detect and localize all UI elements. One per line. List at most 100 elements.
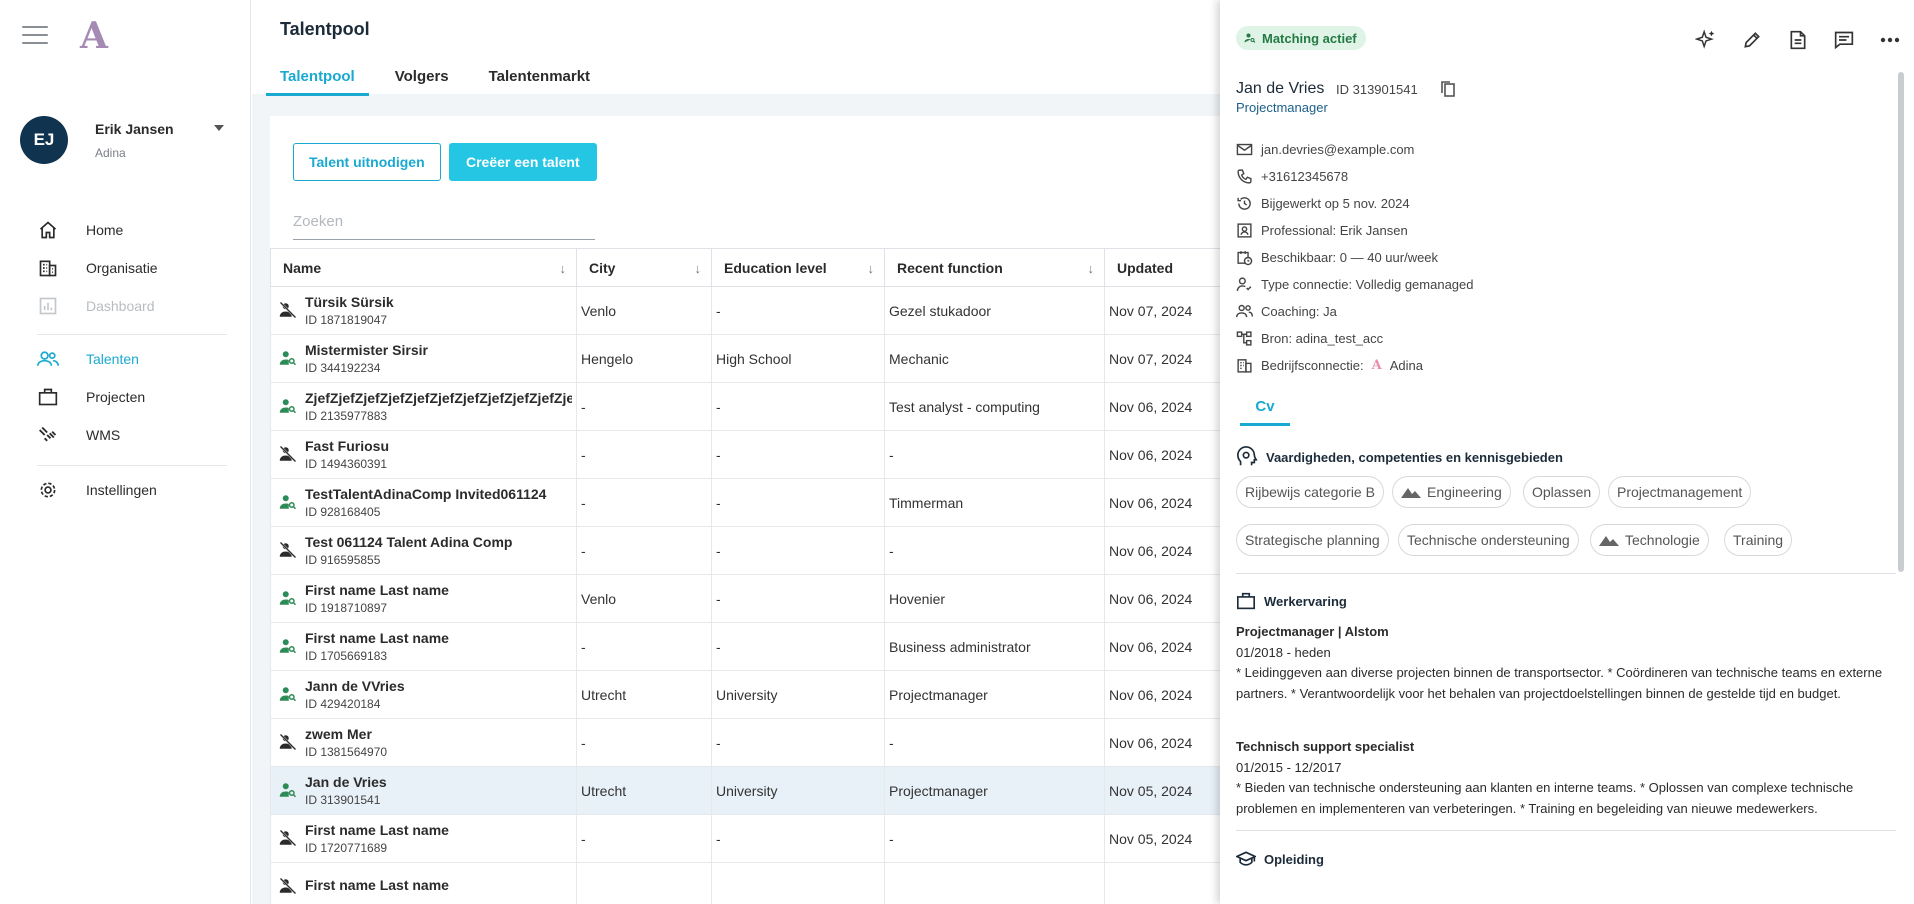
- table-row[interactable]: Jann de VVries ID 429420184 Utrecht Univers…: [270, 670, 1239, 719]
- experience-description: * Bieden van technische ondersteuning aa…: [1236, 780, 1854, 816]
- cell-name[interactable]: ZjefZjefZjefZjefZjefZjefZjefZjefZjefZjef…: [270, 382, 577, 431]
- cell-updated: Nov 06, 2024: [1104, 478, 1239, 527]
- column-header-name[interactable]: Name ↓: [270, 248, 577, 287]
- cell-city: -: [576, 526, 712, 575]
- comment-icon[interactable]: [1826, 22, 1862, 58]
- handshake-icon: [37, 424, 59, 446]
- talent-name: Jann de VVries: [305, 678, 405, 694]
- cell-city: -: [576, 382, 712, 431]
- cell-updated: Nov 06, 2024: [1104, 526, 1239, 575]
- person-off-icon: [279, 829, 297, 847]
- cell-name[interactable]: First name Last name: [270, 862, 577, 904]
- talent-id: ID 1494360391: [305, 457, 388, 471]
- cell-education: High School: [711, 334, 885, 383]
- graduation-cap-icon: [1236, 851, 1256, 866]
- cell-name[interactable]: Mistermister Sirsir ID 344192234: [270, 334, 577, 383]
- talent-name: Test 061124 Talent Adina Comp: [305, 534, 513, 550]
- table-row[interactable]: ZjefZjefZjefZjefZjefZjefZjefZjefZjefZjef…: [270, 382, 1239, 431]
- chart-icon: [37, 295, 59, 317]
- table-row[interactable]: Test 061124 Talent Adina Comp ID 91659585…: [270, 526, 1239, 575]
- info-company-connection: Bedrijfsconnectie: A Adina: [1236, 352, 1474, 379]
- cell-education: -: [711, 382, 885, 431]
- sidebar-item-label: Home: [86, 222, 124, 238]
- cell-recent-function: -: [884, 526, 1105, 575]
- column-header-city[interactable]: City ↓: [576, 248, 712, 287]
- panel-scrollbar[interactable]: [1898, 72, 1904, 572]
- app-logo[interactable]: A: [80, 15, 108, 57]
- cell-city: Utrecht: [576, 766, 712, 815]
- person-search-icon: [279, 349, 297, 367]
- table-row[interactable]: First name Last name ID 1720771689- - - Nov …: [270, 814, 1239, 863]
- column-header-updated[interactable]: Updated: [1104, 248, 1239, 287]
- table-row[interactable]: Türsik Sürsik ID 1871819047 Venlo - Gezel st…: [270, 286, 1239, 335]
- copy-icon[interactable]: [1440, 80, 1456, 101]
- sidebar-item-talenten[interactable]: Talenten: [0, 340, 251, 378]
- home-icon: [37, 219, 59, 241]
- cell-city: -: [576, 718, 712, 767]
- document-icon[interactable]: [1780, 22, 1816, 58]
- cell-recent-function: [884, 862, 1105, 904]
- table-row[interactable]: First name Last name ID 1705669183- - Busin…: [270, 622, 1239, 671]
- sidebar-item-wms[interactable]: WMS: [0, 416, 251, 454]
- cell-name[interactable]: TestTalentAdinaComp Invited061124 ID 9281…: [270, 478, 577, 527]
- sidebar-item-label: Instellingen: [86, 482, 157, 498]
- cell-name[interactable]: First name Last name ID 1918710897: [270, 574, 577, 623]
- edit-icon[interactable]: [1734, 22, 1770, 58]
- caret-down-icon: [214, 125, 224, 131]
- cell-name[interactable]: Test 061124 Talent Adina Comp ID 91659585…: [270, 526, 577, 575]
- cell-name[interactable]: Fast Furiosu ID 1494360391: [270, 430, 577, 479]
- column-header-recent-function[interactable]: Recent function ↓: [884, 248, 1105, 287]
- cell-education: -: [711, 478, 885, 527]
- page-title: Talentpool: [280, 19, 370, 39]
- sidebar-item-instellingen[interactable]: Instellingen: [0, 471, 251, 509]
- sidebar-item-projecten[interactable]: Projecten: [0, 378, 251, 416]
- sidebar-item-organisatie[interactable]: Organisatie: [0, 249, 251, 287]
- table-row[interactable]: First name Last name: [270, 862, 1239, 904]
- cell-name[interactable]: First name Last name ID 1705669183: [270, 622, 577, 671]
- info-email[interactable]: jan.devries@example.com: [1236, 136, 1474, 163]
- create-talent-button[interactable]: Creëer een talent: [449, 143, 597, 181]
- cell-name[interactable]: zwem Mer ID 1381564970: [270, 718, 577, 767]
- cell-name[interactable]: Jann de VVries ID 429420184: [270, 670, 577, 719]
- connection-icon: [1236, 277, 1252, 291]
- cell-name[interactable]: Jan de Vries ID 313901541: [270, 766, 577, 815]
- table-row[interactable]: Mistermister Sirsir ID 344192234 Hengelo Hi…: [270, 334, 1239, 383]
- sparkle-icon[interactable]: [1688, 22, 1724, 58]
- skill-chip: Oplassen: [1523, 476, 1601, 508]
- sidebar-item-label: Talenten: [86, 351, 139, 367]
- cell-name[interactable]: First name Last name ID 1720771689: [270, 814, 577, 863]
- cell-city: Venlo: [576, 574, 712, 623]
- sidebar-item-label: WMS: [86, 427, 121, 443]
- education-section-title: Opleiding: [1236, 850, 1324, 868]
- sidebar-item-home[interactable]: Home: [0, 211, 251, 249]
- table-row[interactable]: TestTalentAdinaComp Invited061124 ID 9281…: [270, 478, 1239, 527]
- user-menu[interactable]: EJ Erik Jansen Adina: [20, 116, 230, 170]
- more-options-icon[interactable]: [1872, 22, 1908, 58]
- briefcase-icon: [1237, 592, 1255, 610]
- person-search-icon: [279, 493, 297, 511]
- info-phone[interactable]: +31612345678: [1236, 163, 1474, 190]
- search-input[interactable]: [293, 204, 595, 240]
- table-row[interactable]: Jan de Vries ID 313901541 Utrecht Universit…: [270, 766, 1239, 815]
- invite-talent-button[interactable]: Talent uitnodigen: [293, 143, 441, 181]
- sidebar-item-dashboard[interactable]: Dashboard: [0, 287, 251, 325]
- tab-talentpool[interactable]: Talentpool: [266, 64, 369, 96]
- talent-id: ID 1871819047: [305, 313, 388, 327]
- cell-recent-function: Timmerman: [884, 478, 1105, 527]
- tab-cv[interactable]: Cv: [1240, 398, 1290, 426]
- tab-volgers[interactable]: Volgers: [394, 68, 449, 85]
- cell-updated: Nov 07, 2024: [1104, 334, 1239, 383]
- tab-talentenmarkt[interactable]: Talentenmarkt: [488, 68, 591, 85]
- table-row[interactable]: Fast Furiosu ID 1494360391- - - Nov 06, 2024: [270, 430, 1239, 479]
- info-source: Bron: adina_test_acc: [1236, 325, 1474, 352]
- cell-updated: Nov 06, 2024: [1104, 430, 1239, 479]
- company-name: Adina: [1389, 358, 1423, 373]
- column-header-education[interactable]: Education level ↓: [711, 248, 885, 287]
- table-row[interactable]: First name Last name ID 1918710897 Venlo - H…: [270, 574, 1239, 623]
- table-row[interactable]: zwem Mer ID 1381564970- - - Nov 06, 2024: [270, 718, 1239, 767]
- cell-updated: Nov 06, 2024: [1104, 718, 1239, 767]
- cell-name[interactable]: Türsik Sürsik ID 1871819047: [270, 286, 577, 335]
- talent-name: TestTalentAdinaComp Invited061124: [305, 486, 547, 502]
- skills-section-title: Vaardigheden, competenties en kennisgebi…: [1236, 446, 1563, 468]
- menu-icon[interactable]: [22, 26, 48, 46]
